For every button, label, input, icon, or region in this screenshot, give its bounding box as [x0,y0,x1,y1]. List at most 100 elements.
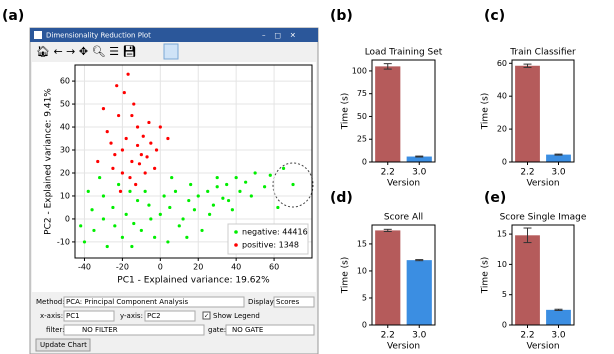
panel-label: (c) [484,8,505,24]
y-tick-label: 60 [60,77,70,86]
panel-label: (d) [330,190,353,206]
point [211,203,216,207]
point [135,143,140,148]
gate-select[interactable] [225,324,315,336]
legend-label: negative: 44416 [242,228,308,237]
y-axis-label: PC2 - Explained variance: 9.41% [44,88,54,235]
point [128,175,132,180]
x-tick-label: 0 [158,263,163,272]
legend-marker [234,243,238,247]
filter-value[interactable]: NO FILTER [82,326,118,334]
point [130,113,134,118]
legend-toggle-label[interactable]: Show Legend [213,312,260,320]
point [153,166,157,170]
y-tick-label: 10 [357,266,367,275]
update-button-label[interactable]: Update Chart [40,341,87,349]
y-tick-label: 5 [502,290,507,299]
point [192,208,197,212]
point [130,244,134,249]
point [226,198,231,203]
axes-frame [371,59,436,163]
point [141,134,145,138]
point [139,153,143,157]
point [113,153,117,157]
point [120,171,124,175]
chart-title: Score Single Image [500,213,587,223]
toolbar[interactable]: 🏠︎ ← → ✥ 🔍︎ ☰ 💾︎ [36,45,136,58]
point [215,185,219,189]
x-axis-select[interactable] [63,310,115,322]
x-tick-label: -40 [78,263,91,272]
x-axis-label: Version [387,342,420,352]
y-axis-value[interactable]: PC2 [147,312,161,320]
point [90,208,94,212]
point [238,189,242,193]
point [101,217,106,221]
bar [546,309,571,325]
gate-value[interactable]: NO GATE [232,326,263,334]
y-axis-label: Time (s) [481,93,491,131]
method-value[interactable]: PCA: Principal Component Analysis [66,298,188,306]
axes-frame [511,224,575,326]
y-tick-label: 10 [497,260,507,269]
x-axis-value[interactable]: PC1 [66,312,80,320]
y-tick-label: 30 [60,146,70,155]
point [166,240,170,244]
point [166,136,170,141]
point [168,205,172,210]
point [268,173,272,177]
point [79,224,83,228]
point [98,175,102,180]
bar [375,66,401,162]
y-tick-label: 40 [497,92,507,101]
title-bar [30,28,318,42]
filter-label: filter: [46,326,65,334]
point [177,224,181,228]
point [126,72,130,76]
x-tick-label: 2.2 [520,331,534,341]
point [149,217,153,221]
y-tick-label: 0 [362,158,367,167]
point [120,148,124,152]
point [101,194,106,198]
y-tick-label: 50 [357,112,367,121]
point [158,212,162,216]
y-tick-label: 0 [65,214,70,223]
bar [406,156,432,162]
display-select[interactable] [273,296,315,308]
x-tick-label: 3.0 [412,168,427,178]
point [82,240,87,244]
y-tick-label: 0 [502,321,507,330]
y-axis-select[interactable] [144,310,196,322]
outlier-outline [272,162,314,208]
toolbar-active[interactable] [163,43,179,60]
axes-frame [511,59,575,163]
point [200,228,204,233]
point [117,113,121,118]
method-select[interactable] [63,296,245,308]
point [185,235,189,239]
point [105,130,109,134]
legend-checkbox[interactable] [202,311,211,320]
y-tick-label: 20 [497,125,507,134]
window-buttons[interactable]: – □ ✕ [262,32,296,40]
point [139,228,143,233]
point [135,125,140,129]
point [109,141,113,145]
display-value[interactable]: Scores [276,298,300,306]
panel-label: (a) [2,8,24,24]
point [132,221,136,226]
y-tick-label: 20 [60,168,70,177]
point [281,166,286,170]
chart-title: Train Classifier [509,48,576,58]
point [105,244,109,249]
update-button[interactable] [35,338,91,352]
point [128,189,132,193]
filter-select[interactable] [63,324,205,336]
point [187,198,191,203]
method-label: Method: [36,298,65,306]
bar [515,235,540,325]
point [158,125,162,129]
point [118,189,123,193]
point [206,189,210,193]
